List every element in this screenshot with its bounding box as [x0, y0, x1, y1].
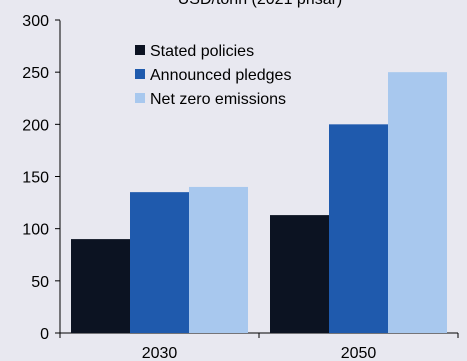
- legend-label: Stated policies: [150, 43, 254, 60]
- y-tick-label: 50: [31, 274, 49, 291]
- chart-title: USD/tonn (2021 prisar): [178, 0, 343, 8]
- bar: [71, 239, 130, 333]
- x-axis: 2030 2050: [59, 332, 459, 361]
- legend: Stated policies Announced pledges Net zero…: [135, 43, 291, 108]
- bar: [388, 72, 447, 334]
- legend-label: Net zero emissions: [150, 91, 286, 108]
- x-tick-label: 2030: [142, 345, 178, 361]
- y-tick-label: 250: [22, 65, 49, 82]
- y-tick-label: 0: [40, 326, 49, 343]
- bar: [130, 192, 189, 333]
- bars: [71, 72, 447, 334]
- legend-swatch: [135, 93, 145, 103]
- y-tick-label: 100: [22, 222, 49, 239]
- bar: [329, 124, 388, 333]
- y-axis: 0 50 100 150 200 250 300: [22, 13, 61, 343]
- legend-swatch: [135, 45, 145, 55]
- y-tick-label: 300: [22, 13, 49, 30]
- x-tick-label: 2050: [341, 345, 377, 361]
- legend-swatch: [135, 69, 145, 79]
- y-tick-label: 200: [22, 117, 49, 134]
- legend-label: Announced pledges: [150, 67, 291, 84]
- y-tick-label: 150: [22, 170, 49, 187]
- bar: [189, 186, 248, 333]
- bar: [270, 215, 329, 333]
